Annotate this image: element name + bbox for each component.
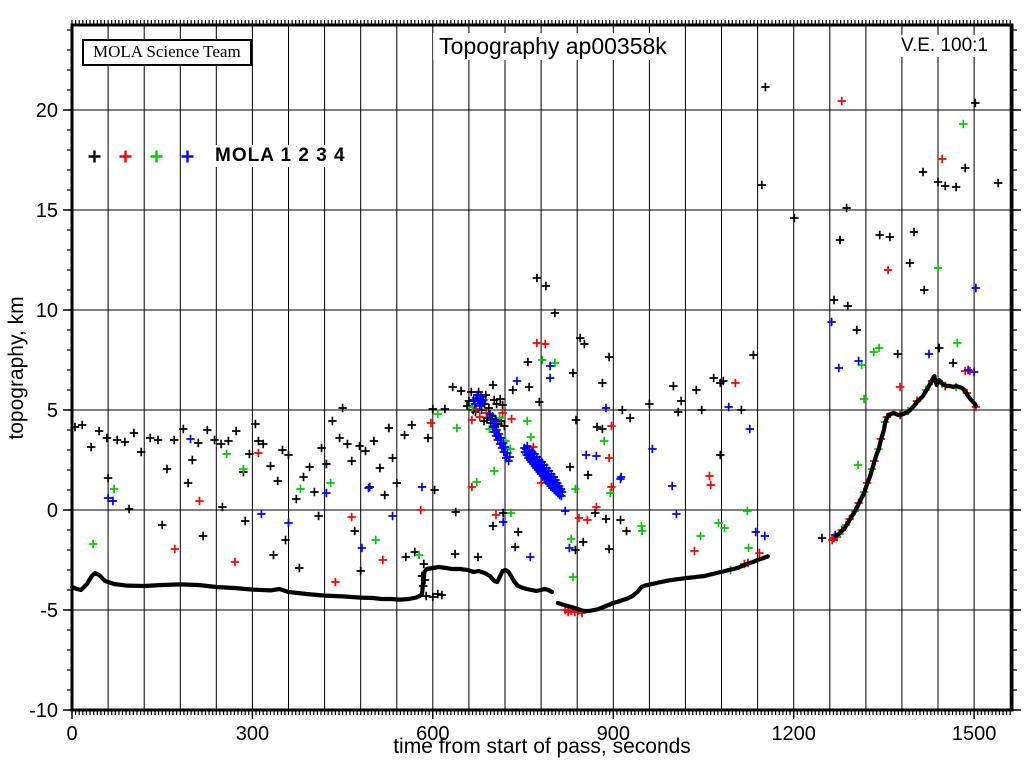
x-tick-label: 300 [236,723,269,745]
plus-icon [88,150,101,162]
x-axis-title: time from start of pass, seconds [393,735,691,758]
scatter-mola-3 [88,119,968,582]
y-tick-label: 5 [47,400,58,422]
legend-label: MOLA 1 2 3 4 [212,145,349,167]
gridlines [72,25,1012,710]
credit-text: MOLA Science Team [93,42,241,61]
legend-marker-mola-1 [88,150,101,162]
y-tick-label: -5 [40,600,58,622]
x-tick-label: 0 [66,723,77,745]
plot-frame [70,23,1014,712]
major-ticks [63,109,1021,719]
track-fringe-green [726,379,961,575]
y-tick-label: -10 [29,700,58,722]
minor-ticks [67,20,1017,715]
x-tick-label: 600 [416,723,449,745]
chart-title: Topography ap00358k [433,33,673,60]
x-tick-label: 900 [597,723,630,745]
scatter-mola-1 [70,82,1003,602]
ground-track [833,373,978,539]
vertical-exaggeration-label: V.E. 100:1 [897,35,992,57]
scatter-mola-4 [103,283,981,562]
legend: MOLA 1 2 3 4 [87,143,349,169]
plus-icon [181,150,194,162]
y-axis-title: topography, km [5,296,28,440]
x-tick-label: 1200 [771,723,816,745]
y-tick-label: 20 [36,100,58,122]
ground-track [69,564,554,602]
legend-marker-mola-3 [150,150,163,162]
ground-track [555,554,770,614]
legend-marker-mola-4 [181,150,194,162]
plus-icon [119,150,132,162]
y-tick-label: 0 [47,500,58,522]
legend-markers [87,149,195,164]
y-tick-label: 10 [36,300,58,322]
y-tick-label: 15 [36,200,58,222]
legend-marker-mola-2 [119,150,132,162]
track-fringe-red [561,376,981,618]
credit-box: MOLA Science Team [82,39,252,66]
plus-icon [150,150,163,162]
x-tick-label: 1500 [952,723,997,745]
